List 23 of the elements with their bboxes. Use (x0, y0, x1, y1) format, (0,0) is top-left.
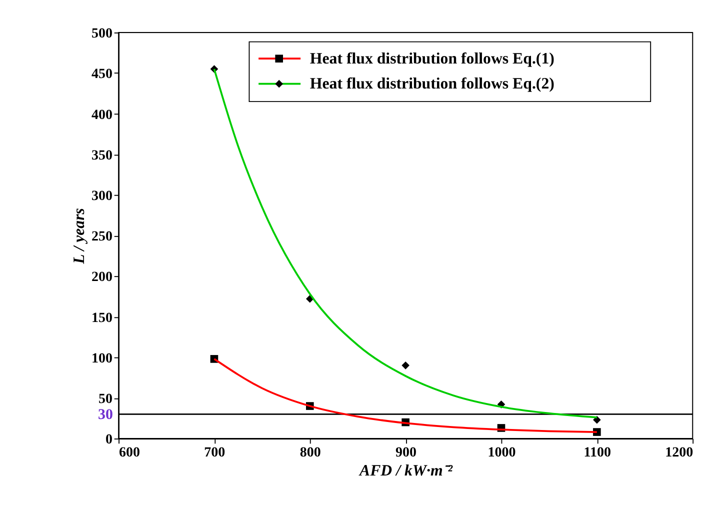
y-tick-label: 0 (105, 432, 112, 448)
y-tick-label: 150 (91, 310, 112, 326)
y-tick-label: 400 (91, 108, 112, 123)
y-axis-title: L / years (71, 208, 88, 265)
x-tick-label: 1100 (584, 446, 612, 461)
legend-label: Heat flux distribution follows Eq.(1) (310, 50, 554, 68)
y-tick-label: 500 (91, 26, 112, 42)
y-tick-label: 50 (98, 392, 112, 408)
x-tick-label: 1000 (488, 446, 516, 461)
y-tick-label: 350 (91, 148, 112, 164)
y-tick-label: 300 (91, 189, 112, 204)
x-tick-label: 700 (204, 446, 226, 461)
x-tick-label: 900 (396, 446, 417, 461)
x-axis-title: AFD / kW·m⁻² (358, 462, 454, 480)
y-tick-label: 250 (91, 230, 112, 245)
ref-line-label: 30 (98, 406, 113, 423)
x-tick-label: 800 (300, 446, 321, 461)
y-tick-label: 100 (91, 351, 112, 366)
legend-label: Heat flux distribution follows Eq.(2) (310, 75, 554, 92)
y-tick-label: 200 (91, 270, 112, 286)
y-tick-label: 450 (91, 67, 112, 82)
x-tick-label: 600 (119, 446, 140, 461)
x-tick-label: 1200 (665, 446, 694, 461)
